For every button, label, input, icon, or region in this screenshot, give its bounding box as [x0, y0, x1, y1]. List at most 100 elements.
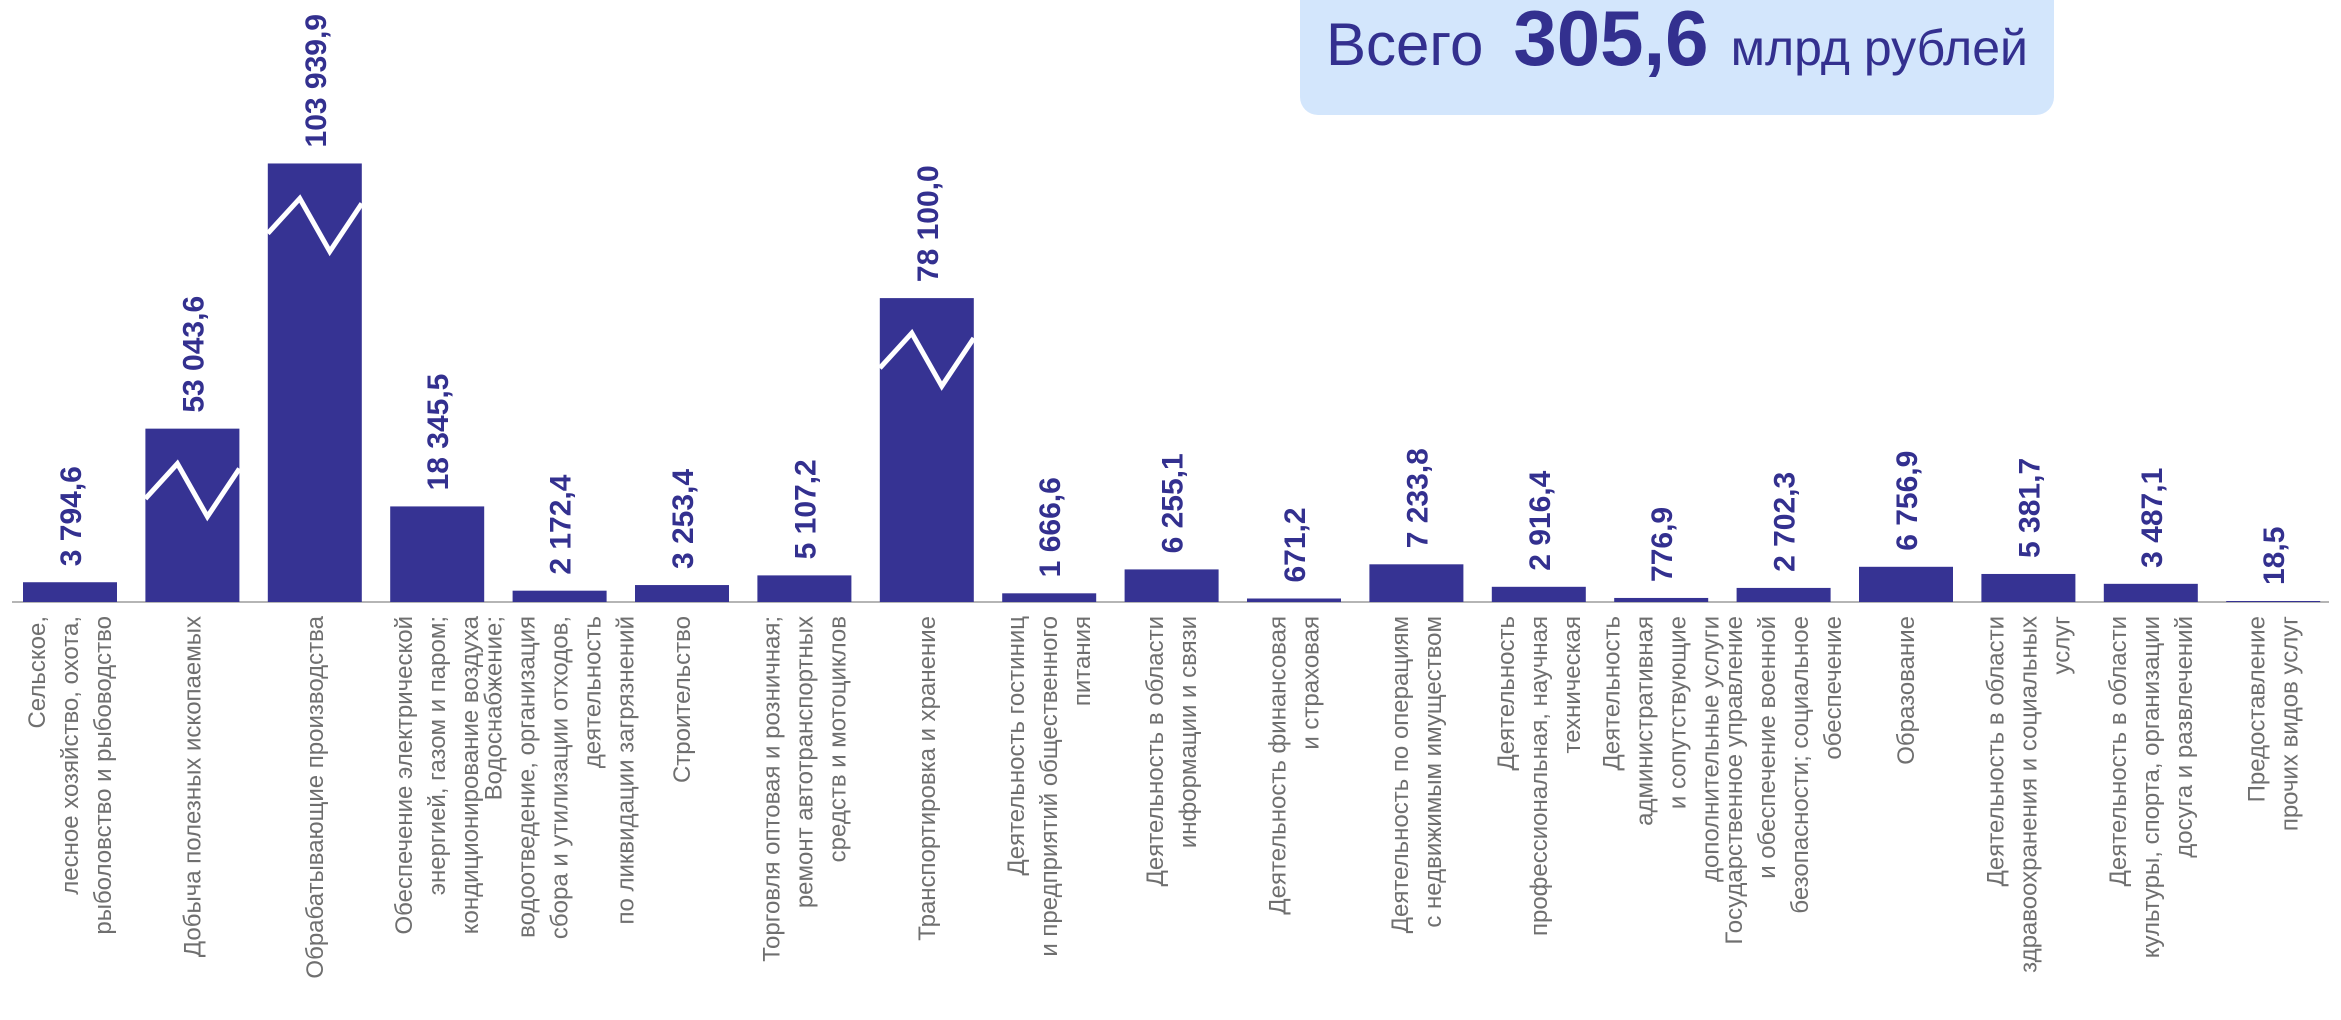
category-line: лесное хозяйство, охота, [57, 616, 84, 895]
category-line: и страховая [1298, 616, 1325, 750]
value-label: 6 756,9 [1891, 451, 1924, 551]
category-label: Деятельность в области информации и связи [1142, 616, 1202, 886]
category-line: и сопутствующие [1665, 616, 1692, 809]
value-label: 3 487,1 [2136, 468, 2169, 568]
value-label: 5 107,2 [789, 459, 822, 559]
axis-break [143, 459, 242, 522]
value-label: 6 255,1 [1157, 453, 1190, 553]
category-label: Государственное управление и обеспечение … [1721, 616, 1847, 945]
bar [23, 582, 117, 602]
bar [1369, 564, 1464, 602]
category-line: Строительство [669, 616, 696, 783]
value-label: 2 172,4 [545, 474, 578, 574]
category-label: Строительство [669, 616, 696, 783]
bar [757, 575, 852, 602]
category-label: Деятельность финансовая и страховая [1265, 616, 1325, 915]
bar [1002, 593, 1097, 602]
category-line: Деятельность в области [2105, 616, 2132, 886]
category-label: Транспортировка и хранение [914, 616, 941, 941]
category-label: Обеспечение электрической энергией, газом… [391, 615, 484, 934]
bar [390, 506, 485, 602]
category-label: Обрабатывающие производства [302, 615, 329, 978]
category-label: Добыча полезных ископаемых [179, 616, 206, 957]
category-line: Деятельность финансовая [1265, 616, 1292, 915]
category-line: информации и связи [1175, 616, 1202, 848]
category-line: Государственное управление [1721, 616, 1748, 945]
category-line: Торговля оптовая и розничная; [758, 616, 785, 962]
value-label: 53 043,6 [177, 296, 210, 413]
category-line: и обеспечение военной [1754, 616, 1781, 879]
category-line: досуга и развлечений [2171, 616, 2198, 858]
bar [145, 428, 240, 602]
bar [635, 585, 729, 602]
total-unit: млрд рублей [1731, 20, 2028, 76]
category-line: ремонт автотранспортных [791, 616, 818, 908]
value-label: 3 253,4 [667, 469, 700, 569]
bar [2226, 601, 2321, 602]
category-label: Деятельность профессиональная, научная тех… [1493, 616, 1586, 936]
category-line: Деятельность [1599, 616, 1626, 770]
category-line: рыболовство и рыбоводство [90, 616, 117, 935]
category-label: Сельское, лесное хозяйство, охота, рыболов… [24, 616, 117, 935]
category-line: водоотведение, организация [514, 616, 541, 938]
value-label: 1 666,6 [1034, 477, 1067, 577]
category-line: Деятельность по операциям [1387, 616, 1414, 933]
category-line: средств и мотоциклов [824, 616, 851, 862]
category-line: Образование [1893, 616, 1920, 765]
category-label: Деятельность по операциям с недвижимым им… [1387, 616, 1447, 933]
bar [1859, 566, 1953, 602]
category-line: кондиционирование воздуха [457, 615, 484, 934]
value-label: 7 233,8 [1401, 448, 1434, 548]
category-label: Образование [1893, 616, 1920, 765]
category-line: Деятельность гостиниц [1003, 616, 1030, 876]
category-line: с недвижимым имуществом [1420, 616, 1447, 928]
category-label: Деятельность административная и сопутствую… [1599, 616, 1725, 882]
category-line: административная [1632, 616, 1659, 826]
total: Всего 305,6 млрд рублей [1326, 0, 2028, 82]
category-line: Сельское, [24, 616, 51, 729]
value-label: 671,2 [1279, 507, 1312, 582]
category-line: дополнительные услуги [1698, 616, 1725, 882]
value-label: 2 916,4 [1524, 470, 1557, 570]
bar [1491, 586, 1586, 602]
category-line: питания [1069, 616, 1096, 706]
category-line: Транспортировка и хранение [914, 616, 941, 941]
category-line: Водоснабжение; [481, 616, 508, 800]
category-line: здравоохранения и социальных [2015, 616, 2042, 973]
category-line: Деятельность [1493, 616, 1520, 770]
bar [2103, 583, 2198, 602]
category-line: техническая [1559, 616, 1586, 753]
category-line: деятельность [580, 616, 607, 768]
value-label: 3 794,6 [55, 466, 88, 566]
bar [1736, 587, 1831, 602]
category-label: Предоставление прочих видов услуг [2244, 616, 2304, 831]
category-line: Деятельность в области [1982, 616, 2009, 886]
value-label: 103 939,9 [300, 14, 333, 147]
category-line: сбора и утилизации отходов, [547, 616, 574, 939]
bar [1124, 569, 1219, 602]
axis-break [265, 194, 364, 257]
value-label: 18 345,5 [422, 374, 455, 491]
category-line: культуры, спорта, организации [2138, 616, 2165, 958]
value-label: 2 702,3 [1769, 472, 1802, 572]
bar [879, 298, 974, 602]
axis-break [877, 328, 976, 391]
value-label: 776,9 [1646, 507, 1679, 582]
total-value: 305,6 [1513, 0, 1708, 82]
bar [267, 163, 362, 602]
category-label: Торговля оптовая и розничная; ремонт авто… [758, 616, 851, 962]
category-line: Добыча полезных ископаемых [179, 616, 206, 957]
category-line: Обрабатывающие производства [302, 615, 329, 978]
category-line: Обеспечение электрической [391, 616, 418, 935]
category-line: энергией, газом и паром; [424, 616, 451, 895]
value-label: 5 381,7 [2013, 458, 2046, 558]
bar [1247, 598, 1341, 602]
category-line: Деятельность в области [1142, 616, 1169, 886]
category-line: Предоставление [2244, 616, 2271, 802]
bar [512, 590, 607, 602]
total-label: Всего [1326, 11, 1483, 78]
category-line: услуг [2048, 616, 2075, 675]
category-line: обеспечение [1820, 616, 1847, 760]
category-line: по ликвидации загрязнений [613, 616, 640, 925]
